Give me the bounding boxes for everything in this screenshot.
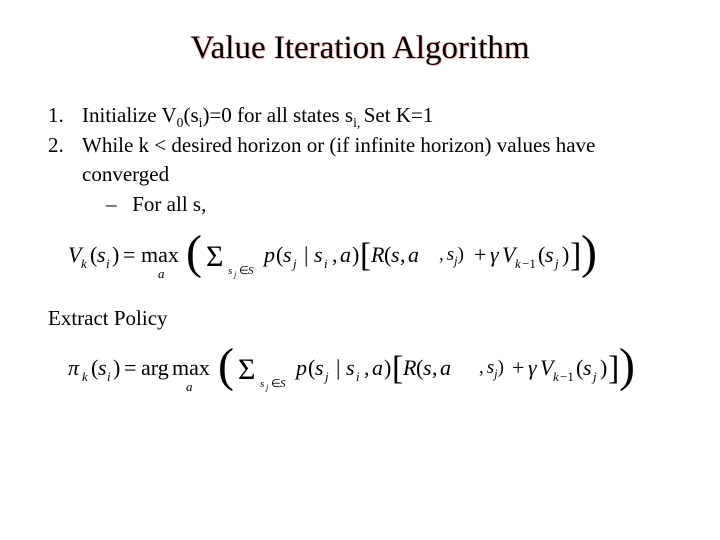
svg-text:s: s (98, 355, 107, 380)
svg-text:,: , (400, 242, 406, 267)
svg-text:[: [ (392, 350, 403, 387)
numbered-list: 1. Initialize V0(si)=0 for all states si… (48, 101, 672, 188)
extract-policy-label: Extract Policy (48, 306, 672, 331)
formula-overlay-sj: ,sj) (479, 357, 504, 382)
svg-text:j: j (553, 256, 559, 271)
svg-text:s: s (315, 355, 324, 380)
svg-text:j: j (265, 383, 269, 392)
slide-title: Value Iteration Algorithm (48, 30, 672, 67)
body-text: 1. Initialize V0(si)=0 for all states si… (48, 101, 672, 218)
formula-overlay-sj: ,sj) (439, 244, 464, 269)
svg-text:i: i (107, 369, 111, 384)
svg-text:p: p (262, 242, 275, 267)
svg-text:): ) (112, 242, 119, 267)
svg-text:=: = (123, 242, 135, 267)
svg-text:]: ] (608, 350, 619, 387)
svg-text:+: + (512, 355, 524, 380)
list-text: While k < desired horizon or (if infinit… (82, 131, 672, 188)
svg-text:[: [ (360, 237, 371, 274)
svg-text:S: S (280, 378, 286, 390)
svg-text:|: | (304, 242, 308, 267)
svg-text:j: j (323, 369, 329, 384)
svg-text:): ) (581, 228, 597, 279)
svg-text:]: ] (570, 237, 581, 274)
svg-text:): ) (619, 341, 635, 392)
svg-text:s: s (391, 242, 400, 267)
svg-text:k: k (515, 256, 521, 271)
svg-text:a: a (340, 242, 351, 267)
svg-text:j: j (291, 256, 297, 271)
svg-text:s: s (283, 242, 292, 267)
svg-text:+: + (474, 242, 486, 267)
svg-text:s: s (583, 355, 592, 380)
svg-text:s: s (423, 355, 432, 380)
svg-text:k: k (82, 369, 88, 384)
list-number: 2. (48, 131, 82, 188)
svg-text:−1: −1 (522, 256, 536, 271)
svg-text:max: max (141, 242, 179, 267)
svg-text:γ: γ (490, 242, 500, 267)
svg-text:π: π (68, 355, 80, 380)
svg-text:a: a (158, 266, 165, 281)
svg-text:i: i (356, 369, 360, 384)
svg-text:,: , (364, 355, 370, 380)
svg-text:a: a (186, 379, 193, 394)
svg-text:k: k (81, 256, 87, 271)
svg-text:a: a (440, 355, 451, 380)
svg-text:R: R (402, 355, 417, 380)
svg-text:Σ: Σ (206, 240, 223, 273)
sub-list-item: – For all s, (106, 190, 672, 218)
svg-text:): ) (384, 355, 391, 380)
svg-text:p: p (294, 355, 307, 380)
svg-text:j: j (591, 369, 597, 384)
sub-text: For all s, (132, 192, 206, 216)
formula-svg: V k ( s i ) = max a ( Σ s j ∈ S p ( s (68, 228, 668, 288)
svg-text:i: i (106, 256, 110, 271)
svg-text:,: , (432, 355, 438, 380)
svg-text:R: R (370, 242, 385, 267)
svg-text:(: ( (186, 228, 202, 279)
list-item-1: 1. Initialize V0(si)=0 for all states si… (48, 101, 672, 129)
svg-text:a: a (408, 242, 419, 267)
svg-text:s: s (228, 265, 232, 277)
svg-text:k: k (553, 369, 559, 384)
svg-text:i: i (324, 256, 328, 271)
svg-text:s: s (260, 378, 264, 390)
formula-svg: π k ( s i ) = arg max a ( Σ s j ∈ S p (68, 341, 698, 401)
svg-text:s: s (545, 242, 554, 267)
svg-text:arg: arg (141, 355, 169, 380)
svg-text:−1: −1 (560, 369, 574, 384)
svg-text:j: j (233, 270, 237, 279)
svg-text:): ) (562, 242, 569, 267)
svg-text:|: | (336, 355, 340, 380)
svg-text:): ) (113, 355, 120, 380)
list-number: 1. (48, 101, 82, 129)
svg-text:S: S (248, 265, 254, 277)
slide-container: Value Iteration Algorithm 1. Initialize … (0, 0, 720, 540)
value-iteration-formula: V k ( s i ) = max a ( Σ s j ∈ S p ( s (68, 228, 672, 288)
svg-text:): ) (600, 355, 607, 380)
svg-text:=: = (124, 355, 136, 380)
dash: – (106, 192, 117, 216)
svg-text:s: s (346, 355, 355, 380)
svg-text:): ) (352, 242, 359, 267)
svg-text:s: s (97, 242, 106, 267)
policy-extraction-formula: π k ( s i ) = arg max a ( Σ s j ∈ S p (68, 341, 672, 401)
svg-text:γ: γ (528, 355, 538, 380)
svg-text:,: , (332, 242, 338, 267)
svg-text:max: max (172, 355, 210, 380)
svg-text:(: ( (218, 341, 234, 392)
list-text: Initialize V0(si)=0 for all states si, S… (82, 101, 433, 129)
list-item-2: 2. While k < desired horizon or (if infi… (48, 131, 672, 188)
svg-text:Σ: Σ (238, 353, 255, 386)
svg-text:a: a (372, 355, 383, 380)
svg-text:s: s (314, 242, 323, 267)
